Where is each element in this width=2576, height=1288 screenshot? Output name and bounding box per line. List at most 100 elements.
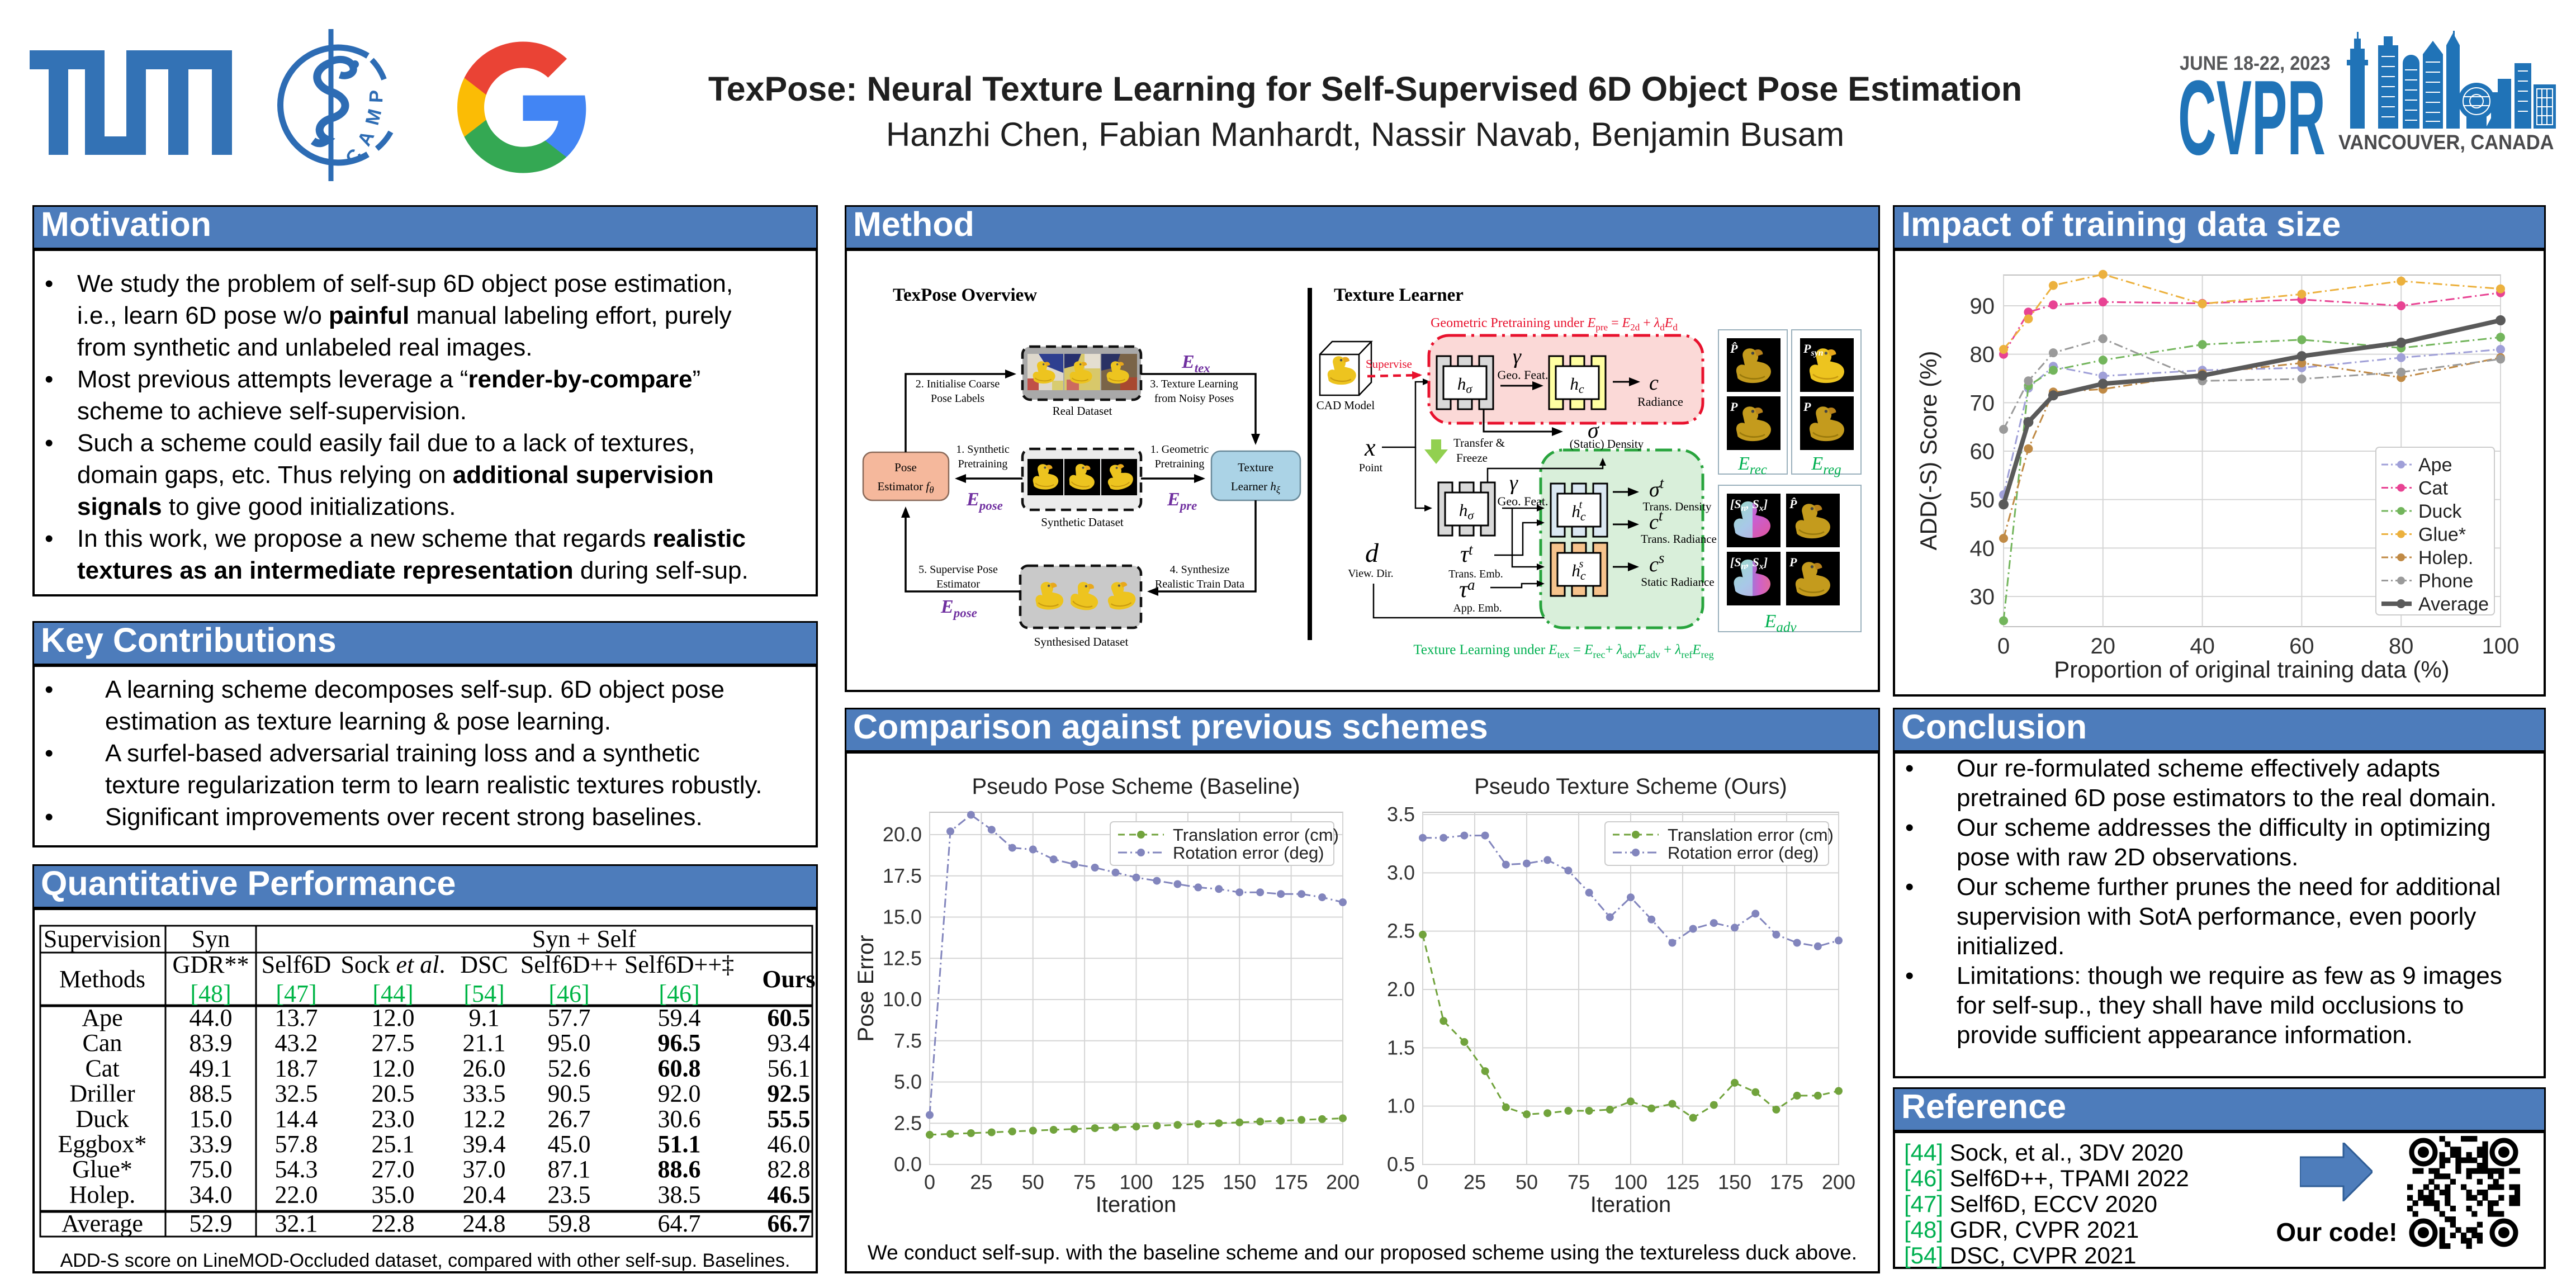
svg-text:We conduct self-sup. with the: We conduct self-sup. with the baseline s… xyxy=(868,1241,1857,1264)
svg-text:25: 25 xyxy=(1464,1171,1486,1194)
svg-text:Pseudo Texture Scheme (Ours): Pseudo Texture Scheme (Ours) xyxy=(1474,774,1787,799)
svg-text:66.7: 66.7 xyxy=(768,1210,811,1237)
svg-text:τt: τt xyxy=(1460,541,1474,567)
svg-text:40: 40 xyxy=(1970,536,1995,561)
svg-text:32.1: 32.1 xyxy=(275,1210,318,1237)
svg-text:Pose: Pose xyxy=(894,461,917,474)
svg-text:23.0: 23.0 xyxy=(372,1105,415,1133)
svg-text:80: 80 xyxy=(1970,343,1995,367)
svg-text:30: 30 xyxy=(1970,585,1995,609)
svg-text:Supervision: Supervision xyxy=(44,925,161,953)
svg-text:38.5: 38.5 xyxy=(658,1181,701,1208)
svg-text:(Static) Density: (Static) Density xyxy=(1570,437,1644,451)
svg-text:TexPose Overview: TexPose Overview xyxy=(893,285,1037,305)
svg-text:44.0: 44.0 xyxy=(190,1004,233,1031)
svg-text:Holep.: Holep. xyxy=(69,1181,136,1208)
svg-text:51.1: 51.1 xyxy=(658,1130,701,1158)
svg-text:τa: τa xyxy=(1459,576,1475,603)
svg-text:1. Geometric: 1. Geometric xyxy=(1150,443,1209,456)
svg-text:100: 100 xyxy=(1119,1171,1153,1194)
svg-text:Holep.: Holep. xyxy=(2418,547,2473,569)
svg-text:Transfer &: Transfer & xyxy=(1453,436,1505,449)
svg-text:40: 40 xyxy=(2190,634,2215,659)
svg-text:Trans. Density: Trans. Density xyxy=(1643,500,1712,513)
svg-text:26.0: 26.0 xyxy=(463,1054,506,1082)
svg-text:Duck: Duck xyxy=(2418,501,2462,522)
svg-text:43.2: 43.2 xyxy=(275,1029,318,1057)
svg-text:55.5: 55.5 xyxy=(768,1105,811,1133)
svg-text:75: 75 xyxy=(1568,1171,1590,1194)
svg-text:46.5: 46.5 xyxy=(768,1181,811,1208)
svg-text:Self6D: Self6D xyxy=(262,951,332,978)
svg-text:Glue*: Glue* xyxy=(72,1156,132,1183)
svg-text:Methods: Methods xyxy=(59,965,145,993)
svg-text:3.5: 3.5 xyxy=(1387,803,1415,826)
svg-text:59.4: 59.4 xyxy=(658,1004,701,1031)
svg-text:35.0: 35.0 xyxy=(372,1181,415,1208)
svg-text:A: A xyxy=(353,127,378,149)
svg-text:90: 90 xyxy=(1970,294,1995,319)
svg-text:33.9: 33.9 xyxy=(190,1130,233,1158)
svg-text:Pretraining: Pretraining xyxy=(958,458,1008,470)
svg-text:14.4: 14.4 xyxy=(275,1105,318,1133)
svg-text:83.9: 83.9 xyxy=(190,1029,233,1057)
svg-text:GDR**: GDR** xyxy=(173,951,249,978)
svg-text:Real Dataset: Real Dataset xyxy=(1053,404,1112,418)
svg-text:60.8: 60.8 xyxy=(658,1054,701,1082)
svg-text:Iteration: Iteration xyxy=(1096,1192,1177,1217)
svg-text:Duck: Duck xyxy=(75,1105,129,1133)
svg-text:22.8: 22.8 xyxy=(372,1210,415,1237)
svg-text:33.5: 33.5 xyxy=(463,1080,506,1107)
svg-text:27.5: 27.5 xyxy=(372,1029,415,1057)
svg-text:Etex: Etex xyxy=(1181,352,1210,375)
svg-text:200: 200 xyxy=(1326,1171,1360,1194)
svg-text:56.1: 56.1 xyxy=(768,1054,811,1082)
svg-text:Proportion of original trainin: Proportion of original training data (%) xyxy=(2054,656,2449,683)
svg-text:2.5: 2.5 xyxy=(894,1111,922,1134)
svg-text:Syn + Self: Syn + Self xyxy=(532,925,637,953)
svg-text:Epose: Epose xyxy=(966,489,1003,513)
svg-text:3.0: 3.0 xyxy=(1387,861,1415,884)
svg-text:75.0: 75.0 xyxy=(190,1156,233,1183)
svg-text:DSC: DSC xyxy=(460,951,508,978)
svg-text:37.0: 37.0 xyxy=(463,1156,506,1183)
svg-text:0.0: 0.0 xyxy=(894,1153,922,1176)
svg-text:70: 70 xyxy=(1970,391,1995,415)
svg-text:Static Radiance: Static Radiance xyxy=(1641,575,1714,589)
svg-text:15.0: 15.0 xyxy=(883,906,922,929)
svg-text:21.1: 21.1 xyxy=(463,1029,506,1057)
svg-text:39.4: 39.4 xyxy=(463,1130,506,1158)
svg-text:92.5: 92.5 xyxy=(768,1080,811,1107)
svg-text:25: 25 xyxy=(970,1171,992,1194)
svg-text:82.8: 82.8 xyxy=(768,1156,811,1183)
svg-text:100: 100 xyxy=(1614,1171,1647,1194)
svg-text:M: M xyxy=(362,107,386,127)
svg-text:x: x xyxy=(1364,434,1376,461)
svg-text:100: 100 xyxy=(2482,634,2520,659)
svg-text:15.0: 15.0 xyxy=(190,1105,233,1133)
svg-text:12.2: 12.2 xyxy=(463,1105,506,1133)
svg-text:Geometric Pretraining under Ep: Geometric Pretraining under Epre = E2d +… xyxy=(1431,316,1678,333)
svg-text:d: d xyxy=(1365,538,1379,568)
svg-text:18.7: 18.7 xyxy=(275,1054,318,1082)
svg-text:Sock et al.: Sock et al. xyxy=(341,951,446,978)
svg-text:ADD(-S) Score (%): ADD(-S) Score (%) xyxy=(1915,351,1942,550)
svg-text:Average: Average xyxy=(61,1210,143,1237)
svg-text:10.0: 10.0 xyxy=(883,988,922,1011)
svg-text:P: P xyxy=(1789,555,1797,569)
svg-text:1. Synthetic: 1. Synthetic xyxy=(956,443,1010,456)
svg-text:Self6D++‡: Self6D++‡ xyxy=(624,951,734,978)
svg-text:12.5: 12.5 xyxy=(883,946,922,969)
svg-text:12.0: 12.0 xyxy=(372,1054,415,1082)
svg-text:30.6: 30.6 xyxy=(658,1105,701,1133)
svg-text:Phone: Phone xyxy=(2418,571,2473,592)
svg-text:Rotation error (deg): Rotation error (deg) xyxy=(1173,843,1324,863)
svg-text:34.0: 34.0 xyxy=(190,1181,233,1208)
svg-text:Geo. Feat.: Geo. Feat. xyxy=(1497,368,1548,382)
svg-text:92.0: 92.0 xyxy=(658,1080,701,1107)
svg-text:Supervise: Supervise xyxy=(1366,357,1412,371)
svg-text:Learner hξ: Learner hξ xyxy=(1231,480,1281,495)
svg-text:Ape: Ape xyxy=(2418,454,2452,476)
svg-text:Point: Point xyxy=(1359,462,1383,474)
svg-text:Translation error (cm): Translation error (cm) xyxy=(1668,825,1834,845)
